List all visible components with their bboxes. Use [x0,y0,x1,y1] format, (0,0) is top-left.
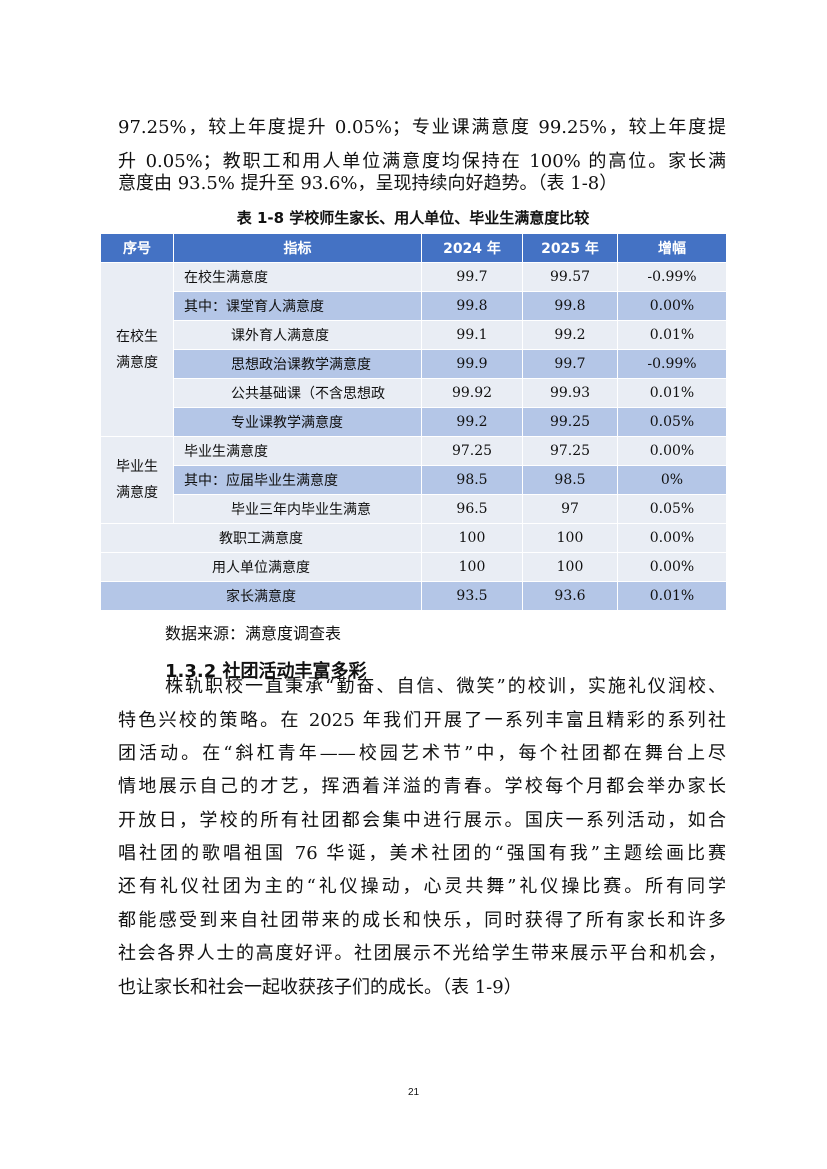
value-cell: 93.6 [522,581,618,611]
header-cell: 序号 [100,233,174,263]
value-cell: 99.92 [421,378,523,408]
indicator-cell: 其中：课堂育人满意度 [173,291,422,321]
body-line: 特色兴校的策略。在 2025 年我们开展了一系列丰富且精彩的系列社 [118,710,726,731]
value-cell: 97.25 [522,436,618,466]
body-line: 团活动。在“斜杠青年——校园艺术节”中，每个社团都在舞台上尽 [118,743,726,764]
indicator-cell: 家长满意度 [100,581,422,611]
body-line: 也让家长和社会一起收获孩子们的成长。（表 1-9） [118,977,522,998]
value-cell: 100 [421,523,523,553]
group-cell: 在校生 满意度 [100,262,174,437]
table-row: 用人单位满意度 100 100 0.00% [100,552,727,582]
indicator-cell: 公共基础课（不含思想政 [173,378,422,408]
body-line: 社会各界人士的高度好评。社团展示不光给学生带来展示平台和机会， [118,943,726,964]
table-row: 其中：课堂育人满意度 99.8 99.8 0.00% [101,291,727,321]
intro-line: 意度由 93.5% 提升至 93.6%，呈现持续向好趋势。（表 1-8） [118,173,618,194]
table-header-row: 序号 指标 2024 年 2025 年 增幅 [100,233,727,263]
value-cell: 100 [522,552,618,582]
body-line: 还有礼仪社团为主的“礼仪操动，心灵共舞”礼仪操比赛。所有同学 [118,876,726,897]
value-cell: 98.5 [421,465,523,495]
header-cell: 指标 [173,233,422,263]
body-line: 株轨职校一直秉承“勤奋、自信、微笑”的校训，实施礼仪润校、 [165,676,726,697]
value-cell: 0.01% [617,320,727,350]
value-cell: 0.05% [617,407,727,437]
indicator-cell: 毕业三年内毕业生满意 [173,494,422,524]
intro-line: 升 0.05%；教职工和用人单位满意度均保持在 100% 的高位。家长满 [118,151,726,172]
value-cell: 0.00% [617,552,727,582]
value-cell: 99.9 [421,349,523,379]
indicator-cell: 课外育人满意度 [173,320,422,350]
value-cell: 99.8 [522,291,618,321]
value-cell: 0.00% [617,291,727,321]
value-cell: 99.7 [522,349,618,379]
indicator-cell: 毕业生满意度 [173,436,422,466]
value-cell: 99.57 [522,262,618,292]
value-cell: 99.8 [421,291,523,321]
value-cell: 0% [617,465,727,495]
table-row: 专业课教学满意度 99.2 99.25 0.05% [101,407,727,437]
value-cell: 0.05% [617,494,727,524]
value-cell: -0.99% [617,262,727,292]
header-cell: 2025 年 [522,233,618,263]
value-cell: 97.25 [421,436,523,466]
satisfaction-table: 序号 指标 2024 年 2025 年 增幅 在校生 满意度 在校生满意度 99.7… [100,233,727,611]
table-row: 课外育人满意度 99.1 99.2 0.01% [101,320,727,350]
indicator-cell: 教职工满意度 [100,523,422,553]
table-row: 毕业生 满意度 毕业生满意度 97.25 97.25 0.00% [100,436,727,524]
page-number: 21 [407,1087,420,1098]
group-cell: 毕业生 满意度 [100,436,174,524]
value-cell: 0.00% [617,523,727,553]
table-row: 思想政治课教学满意度 99.9 99.7 -0.99% [101,349,727,379]
value-cell: 96.5 [421,494,523,524]
value-cell: 99.2 [421,407,523,437]
value-cell: 99.2 [522,320,618,350]
value-cell: 99.93 [522,378,618,408]
body-line: 唱社团的歌唱祖国 76 华诞，美术社团的“强国有我”主题绘画比赛 [118,843,726,864]
table-row: 公共基础课（不含思想政 99.92 99.93 0.01% [101,378,727,408]
value-cell: 99.25 [522,407,618,437]
body-line: 都能感受到来自社团带来的成长和快乐，同时获得了所有家长和许多 [118,910,726,931]
table-row: 其中：应届毕业生满意度 98.5 98.5 0% [101,465,727,495]
table-source: 数据来源：满意度调查表 [165,624,342,643]
indicator-cell: 用人单位满意度 [100,552,422,582]
section-heading: 1.3.2 社团活动丰富多彩 [165,661,367,682]
table-row: 家长满意度 93.5 93.6 0.01% [100,581,727,611]
value-cell: 0.01% [617,581,727,611]
value-cell: 0.01% [617,378,727,408]
table-row: 毕业三年内毕业生满意 96.5 97 0.05% [101,494,727,524]
header-cell: 2024 年 [421,233,523,263]
indicator-cell: 其中：应届毕业生满意度 [173,465,422,495]
table-row: 教职工满意度 100 100 0.00% [100,523,727,553]
body-line: 开放日，学校的所有社团都会集中进行展示。国庆一系列活动，如合 [118,810,726,831]
value-cell: 99.1 [421,320,523,350]
value-cell: 100 [522,523,618,553]
value-cell: 100 [421,552,523,582]
indicator-cell: 专业课教学满意度 [173,407,422,437]
indicator-cell: 在校生满意度 [173,262,422,292]
table-caption: 表 1-8 学校师生家长、用人单位、毕业生满意度比较 [236,209,590,227]
value-cell: -0.99% [617,349,727,379]
header-cell: 增幅 [617,233,727,263]
intro-line: 97.25%，较上年度提升 0.05%；专业课满意度 99.25%，较上年度提 [118,117,726,138]
value-cell: 97 [522,494,618,524]
body-line: 情地展示自己的才艺，挥洒着洋溢的青春。学校每个月都会举办家长 [118,776,726,797]
table-row: 在校生 满意度 在校生满意度 99.7 99.57 -0.99% [100,262,727,437]
value-cell: 93.5 [421,581,523,611]
value-cell: 0.00% [617,436,727,466]
value-cell: 98.5 [522,465,618,495]
indicator-cell: 思想政治课教学满意度 [173,349,422,379]
value-cell: 99.7 [421,262,523,292]
